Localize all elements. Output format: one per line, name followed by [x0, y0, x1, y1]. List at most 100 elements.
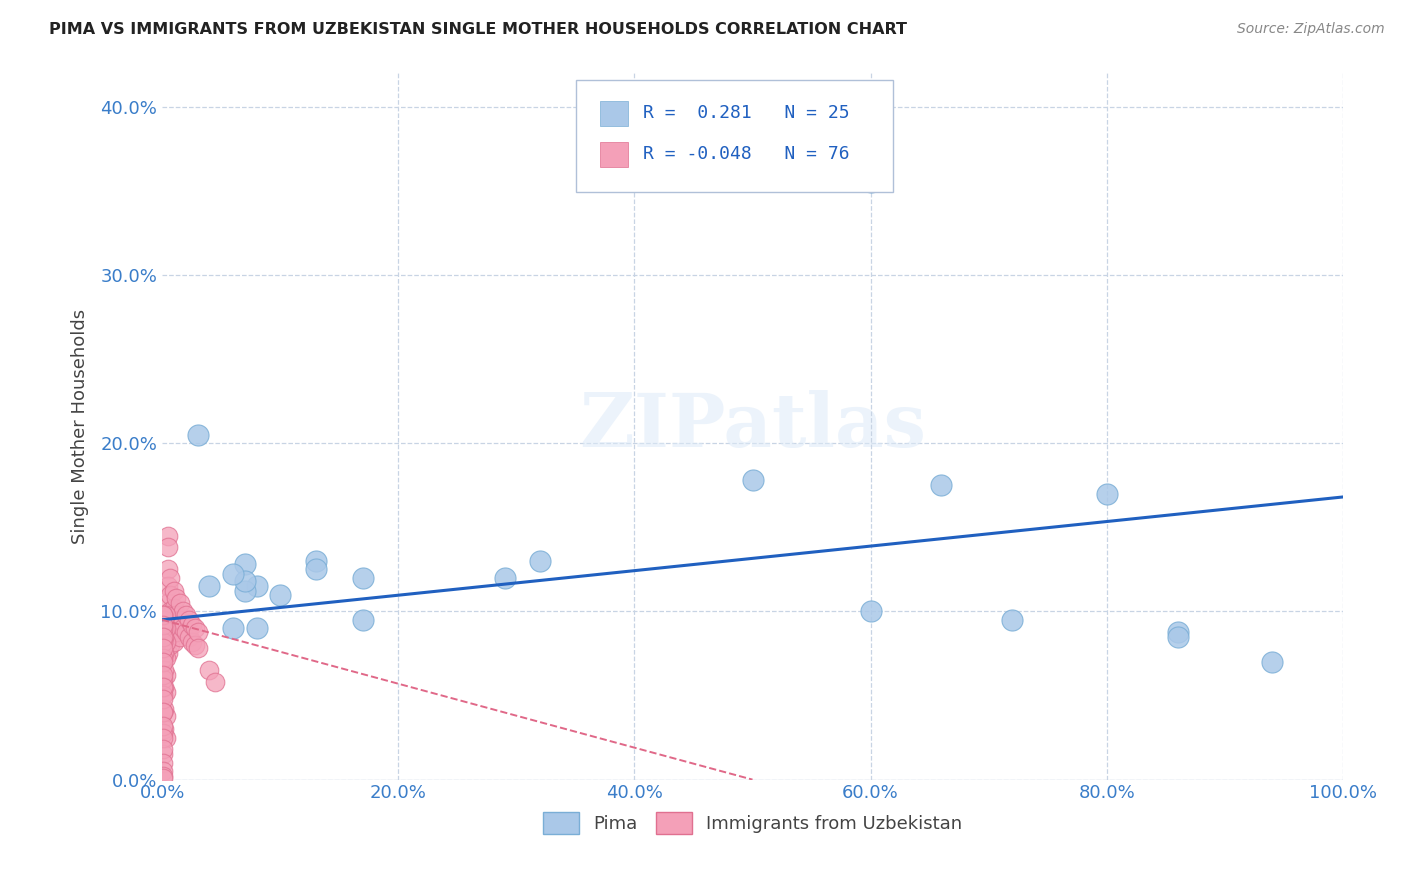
Point [529, 554, 551, 568]
Point [156, 596, 179, 610]
Point [153, 613, 176, 627]
Point [152, 756, 174, 770]
Point [165, 624, 187, 639]
Text: PIMA VS IMMIGRANTS FROM UZBEKISTAN SINGLE MOTHER HOUSEHOLDS CORRELATION CHART: PIMA VS IMMIGRANTS FROM UZBEKISTAN SINGL… [49, 22, 907, 37]
Point [172, 621, 194, 635]
Point [152, 680, 174, 694]
Point [152, 607, 174, 622]
Point [159, 621, 181, 635]
Legend: Pima, Immigrants from Uzbekistan: Pima, Immigrants from Uzbekistan [543, 812, 962, 834]
Point [152, 719, 174, 733]
Point [269, 588, 291, 602]
Text: R = -0.048   N = 76: R = -0.048 N = 76 [643, 145, 849, 163]
Point [153, 680, 176, 694]
Point [152, 672, 174, 686]
Point [156, 562, 179, 576]
Point [198, 579, 221, 593]
Point [204, 675, 226, 690]
Point [152, 764, 174, 779]
Point [152, 641, 174, 656]
Point [186, 427, 208, 442]
Point [152, 651, 174, 665]
Point [179, 613, 201, 627]
Point [155, 708, 177, 723]
Point [174, 607, 197, 622]
Point [222, 621, 245, 635]
Point [184, 638, 207, 652]
Point [169, 630, 191, 644]
Point [156, 541, 179, 555]
Point [156, 579, 179, 593]
Point [153, 722, 176, 736]
Point [156, 647, 179, 661]
Point [152, 617, 174, 632]
Point [155, 685, 177, 699]
Point [163, 601, 186, 615]
Point [931, 478, 953, 492]
Point [155, 668, 177, 682]
Text: ZIPatlas: ZIPatlas [579, 390, 927, 463]
Y-axis label: Single Mother Households: Single Mother Households [72, 309, 89, 544]
Point [184, 621, 207, 635]
Point [179, 630, 201, 644]
Point [172, 604, 194, 618]
Point [152, 655, 174, 669]
Point [1095, 486, 1118, 500]
Point [155, 634, 177, 648]
Point [159, 588, 181, 602]
Point [304, 554, 326, 568]
Point [155, 651, 177, 665]
Point [152, 689, 174, 703]
Point [155, 731, 177, 745]
Point [165, 607, 187, 622]
Point [152, 731, 174, 745]
Point [153, 647, 176, 661]
Point [222, 567, 245, 582]
Point [233, 558, 256, 572]
Point [156, 630, 179, 644]
Point [198, 663, 221, 677]
Point [1167, 624, 1189, 639]
Point [165, 591, 187, 605]
Point [741, 473, 763, 487]
Point [152, 607, 174, 622]
Point [169, 613, 191, 627]
Point [153, 630, 176, 644]
Point [152, 742, 174, 756]
Point [352, 571, 374, 585]
Point [153, 702, 176, 716]
Point [159, 638, 181, 652]
Point [233, 584, 256, 599]
Point [304, 562, 326, 576]
Point [152, 668, 174, 682]
Point [494, 571, 516, 585]
Point [859, 175, 882, 189]
Point [152, 725, 174, 739]
Point [152, 621, 174, 635]
Point [1167, 630, 1189, 644]
Point [152, 630, 174, 644]
Point [163, 584, 186, 599]
Point [159, 604, 181, 618]
Point [155, 621, 177, 635]
Point [155, 607, 177, 622]
Point [163, 617, 186, 632]
Point [152, 691, 174, 706]
Point [153, 663, 176, 677]
Point [152, 706, 174, 720]
Point [859, 604, 882, 618]
Point [186, 624, 208, 639]
Point [245, 579, 267, 593]
Point [174, 624, 197, 639]
Point [1261, 655, 1284, 669]
Point [169, 596, 191, 610]
Point [159, 571, 181, 585]
Point [180, 634, 202, 648]
Point [156, 529, 179, 543]
Point [152, 706, 174, 720]
Point [152, 634, 174, 648]
Point [152, 747, 174, 762]
Point [1001, 613, 1024, 627]
Point [352, 613, 374, 627]
Point [152, 769, 174, 783]
